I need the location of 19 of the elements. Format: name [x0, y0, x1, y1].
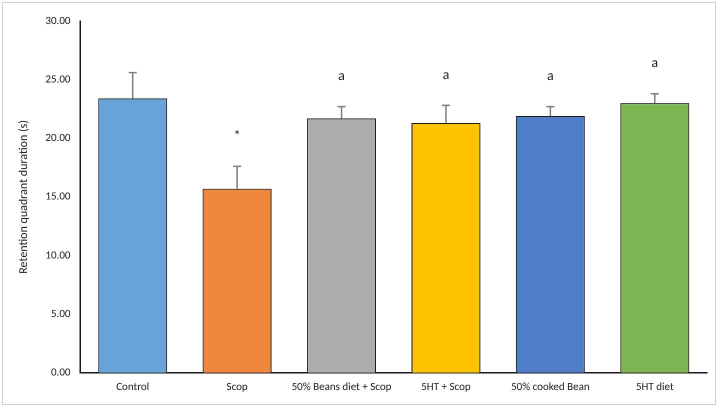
- y-tick-label: 5.00: [50, 306, 71, 320]
- x-tick-label: 5HT + Scop: [421, 380, 471, 394]
- x-tick-label: 5HT diet: [636, 380, 674, 394]
- annotation: *: [234, 126, 241, 144]
- y-axis-title: Retention quadrant duration (s): [17, 120, 32, 274]
- annotation: a: [442, 66, 450, 83]
- x-tick-label: Control: [116, 380, 150, 394]
- y-tick-label: 30.00: [45, 14, 71, 27]
- y-tick-label: 10.00: [45, 248, 71, 262]
- annotation: a: [651, 54, 658, 72]
- y-tick-label: 25.00: [45, 72, 71, 86]
- y-tick-label: 0.00: [50, 366, 71, 379]
- x-tick-label: 50% cooked Bean: [511, 380, 590, 394]
- annotation: a: [338, 67, 345, 84]
- y-tick-label: 15.00: [45, 190, 71, 203]
- y-tick-label: 20.00: [45, 131, 71, 144]
- x-tick-label: 50% Beans diet + Scop: [292, 380, 392, 394]
- annotation: a: [547, 67, 554, 84]
- x-tick-label: Scop: [226, 380, 248, 394]
